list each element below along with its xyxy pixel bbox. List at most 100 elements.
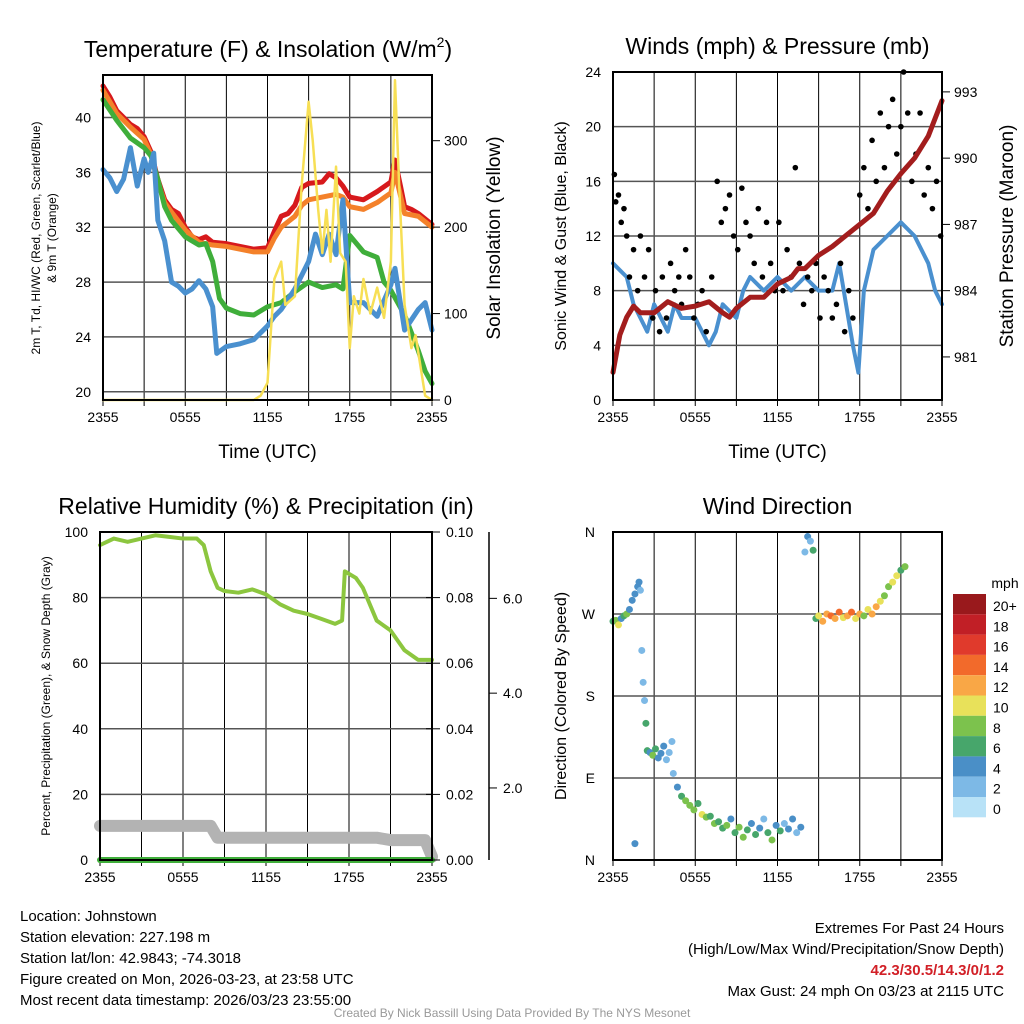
plot-border [102, 74, 433, 401]
gust-point [909, 178, 915, 185]
y2-tick-label: 987 [954, 216, 978, 232]
gust-point [817, 315, 823, 321]
gust-point [652, 287, 659, 294]
station-info: Location: Johnstown Station elevation: 2… [20, 906, 354, 1011]
gust-point [825, 287, 832, 294]
gust-point [921, 192, 927, 198]
y2-tick-label: 0.04 [446, 721, 473, 737]
gust-point [893, 151, 900, 157]
y2-tick-label: 0.00 [446, 852, 473, 868]
gust-point [618, 219, 625, 226]
wind-direction-point [784, 825, 792, 833]
y-tick-label: N [585, 852, 595, 868]
wind-direction-point [673, 783, 681, 791]
series-line-snow-depth [94, 819, 438, 863]
gust-point [850, 315, 856, 321]
x-tick-label: 1155 [762, 869, 792, 885]
gust-point [743, 219, 749, 226]
gust-point [667, 260, 674, 267]
wind-direction-point [764, 829, 772, 837]
legend-label: 14 [993, 659, 1009, 675]
gust-point [837, 260, 844, 267]
wind-direction-point [638, 646, 646, 654]
y-tick-label: 16 [585, 173, 601, 189]
gust-point [656, 328, 663, 335]
y2-tick-label: 0.08 [446, 590, 473, 606]
y-tick-label: 24 [585, 64, 601, 80]
gust-point [734, 246, 741, 253]
chart-title: Temperature (F) & Insolation (W/m2) [84, 34, 452, 62]
chart-title: Relative Humidity (%) & Precipitation (i… [58, 493, 473, 519]
x-tick-label: 2355 [597, 869, 628, 885]
gust-point [641, 274, 648, 280]
gust-point [829, 315, 836, 321]
wind-direction-point [682, 797, 690, 805]
legend-swatch [953, 695, 986, 716]
plot-border [612, 531, 943, 861]
gust-point [821, 274, 827, 280]
y-tick-label: 80 [72, 590, 88, 606]
y-tick-label: 20 [72, 786, 88, 802]
y-tick-label: 0 [80, 852, 88, 868]
x-tick-label: 0555 [167, 869, 198, 885]
gust-point [869, 137, 875, 144]
wind-direction-point [835, 608, 843, 616]
x-tick-label: 2355 [597, 409, 628, 425]
wind-direction-point [819, 617, 827, 625]
gust-point [873, 178, 879, 185]
legend-swatch [953, 715, 986, 737]
x-tick-label: 0555 [680, 409, 711, 425]
wind-direction-point [815, 612, 823, 620]
elevation-text: Station elevation: 227.198 m [20, 929, 211, 946]
gust-point [686, 274, 693, 280]
gust-point [645, 246, 652, 253]
legend-swatch [953, 614, 986, 635]
y2-tick-label: 0.06 [446, 655, 473, 671]
y-tick-label: 100 [65, 524, 89, 540]
wind-direction-point [793, 829, 801, 837]
y-axis-label: 2m T, Td, HI/WC (Red, Green, Scarlet/Blu… [29, 122, 43, 355]
wind-direction-point [760, 815, 768, 823]
gust-point [682, 246, 689, 253]
legend-label: 2 [993, 781, 1001, 797]
y2-tick-label: 981 [954, 349, 978, 365]
gust-point [845, 287, 852, 294]
recent-timestamp-text: Most recent data timestamp: 2026/03/23 2… [20, 992, 352, 1009]
gust-point [615, 192, 622, 198]
y-tick-label: 12 [585, 228, 601, 244]
y2-tick-label: 0 [444, 392, 452, 408]
y3-tick-label: 2.0 [503, 780, 523, 796]
legend-label: 4 [993, 760, 1001, 776]
gust-point [726, 192, 733, 198]
gust-point [637, 233, 644, 239]
wind-direction-point [864, 605, 872, 613]
gust-point [925, 164, 932, 171]
legend-swatch [953, 594, 986, 615]
wind-direction-point [752, 830, 760, 838]
y-tick-label: 60 [72, 655, 88, 671]
gust-point [767, 260, 774, 267]
y2-tick-label: 200 [444, 219, 468, 235]
y2-tick-label: 984 [954, 283, 978, 299]
legend-swatch [953, 654, 986, 676]
gust-point [904, 110, 911, 116]
wind-direction-point [872, 603, 880, 611]
gust-point [730, 233, 737, 239]
wind-direction-point [743, 826, 751, 834]
wind-direction-point [628, 596, 636, 604]
y-tick-label: 4 [593, 337, 601, 353]
gust-point [630, 246, 637, 253]
y-tick-label: 20 [75, 384, 91, 400]
gust-point [659, 274, 666, 280]
y-tick-label: 8 [593, 283, 601, 299]
gust-point [739, 185, 745, 191]
wind-direction-point [665, 748, 673, 756]
wind-direction-point [852, 615, 860, 623]
wind-direction-point [715, 818, 723, 826]
y-tick-label: 36 [75, 164, 91, 180]
y3-tick-label: 4.0 [503, 685, 523, 701]
x-axis-label: Time (UTC) [218, 442, 317, 463]
y2-tick-label: 990 [954, 150, 978, 166]
wind-direction-point [723, 821, 731, 829]
gust-point [699, 287, 705, 294]
